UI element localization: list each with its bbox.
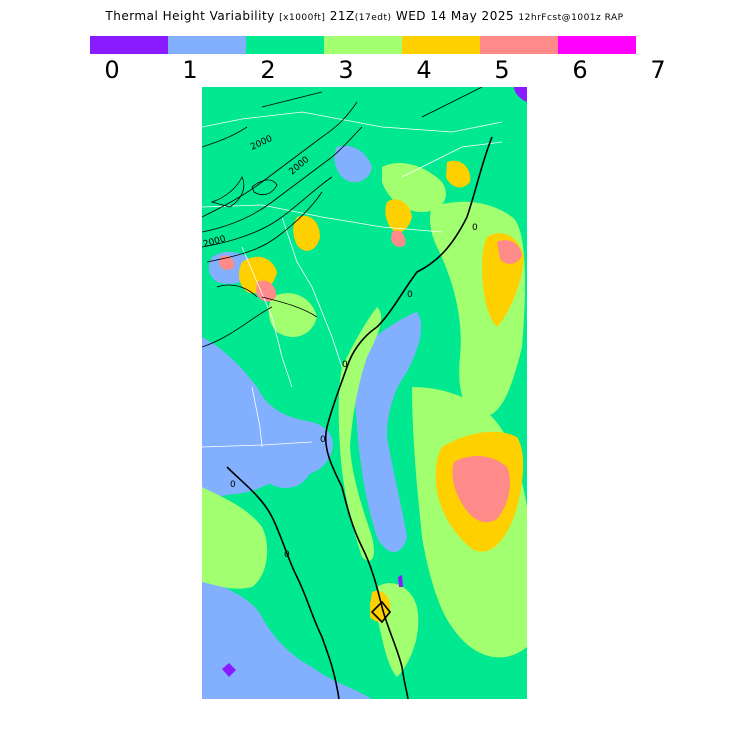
contour-label: 0 — [472, 223, 478, 233]
legend-tick-label: 2 — [260, 56, 276, 84]
title-valid: 21Z — [329, 9, 355, 23]
legend-tick-label: 0 — [104, 56, 120, 84]
legend-swatch — [558, 36, 636, 54]
contour-label: 0 — [230, 480, 236, 490]
region-purple-fl — [398, 575, 403, 587]
state-borders — [202, 111, 503, 448]
legend-swatch — [480, 36, 558, 54]
legend-tick-label: 5 — [494, 56, 510, 84]
legend-tick-label: 4 — [416, 56, 432, 84]
legend-tick-label: 7 — [650, 56, 666, 84]
legend-swatch — [90, 36, 168, 54]
region-pink-nc — [391, 230, 406, 248]
region-yellow-n2 — [446, 160, 471, 188]
region-lgreen-coast — [338, 307, 382, 561]
legend-swatch — [168, 36, 246, 54]
contour-label: 0 — [342, 360, 348, 370]
contour-label: 0 — [320, 435, 326, 445]
region-yellow-n1 — [385, 199, 412, 233]
map-title: Thermal Height Variability [x1000ft] 21Z… — [0, 9, 729, 23]
title-main: Thermal Height Variability — [105, 9, 275, 23]
region-pink-ga — [256, 280, 277, 302]
title-local: (17edt) — [354, 13, 392, 23]
region-purple-sw — [222, 663, 236, 677]
title-forecast: 12hrFcst@1001z RAP — [518, 13, 624, 23]
legend-swatch — [402, 36, 480, 54]
region-lgreen-mid — [268, 293, 317, 337]
legend-swatch — [246, 36, 324, 54]
title-units: [x1000ft] — [279, 13, 326, 23]
color-legend — [90, 36, 636, 54]
legend-ticks: 0 1 2 3 4 5 6 7 — [0, 56, 729, 86]
thermal-map: 2000 2000 2000 0 0 0 0 0 0 — [202, 87, 527, 699]
region-blue-central — [259, 445, 312, 488]
contour-lines — [202, 87, 483, 348]
region-pink-east — [452, 455, 511, 523]
region-pink-atlantic — [497, 240, 522, 264]
region-purple-ne — [514, 87, 527, 102]
legend-tick-label: 3 — [338, 56, 354, 84]
map-panel: 2000 2000 2000 0 0 0 0 0 0 — [202, 87, 527, 699]
title-date: WED 14 May 2025 — [395, 9, 515, 23]
region-blue-south — [202, 577, 372, 699]
legend-tick-label: 6 — [572, 56, 588, 84]
region-yellow-mid — [293, 215, 320, 251]
region-blue-ne — [334, 145, 372, 183]
coastline — [226, 136, 493, 699]
legend-tick-label: 1 — [182, 56, 198, 84]
region-lgreen-west — [202, 487, 268, 589]
legend-swatch — [324, 36, 402, 54]
contour-label: 0 — [284, 550, 290, 560]
region-blue-coast — [352, 312, 422, 552]
contour-label: 0 — [407, 290, 413, 300]
